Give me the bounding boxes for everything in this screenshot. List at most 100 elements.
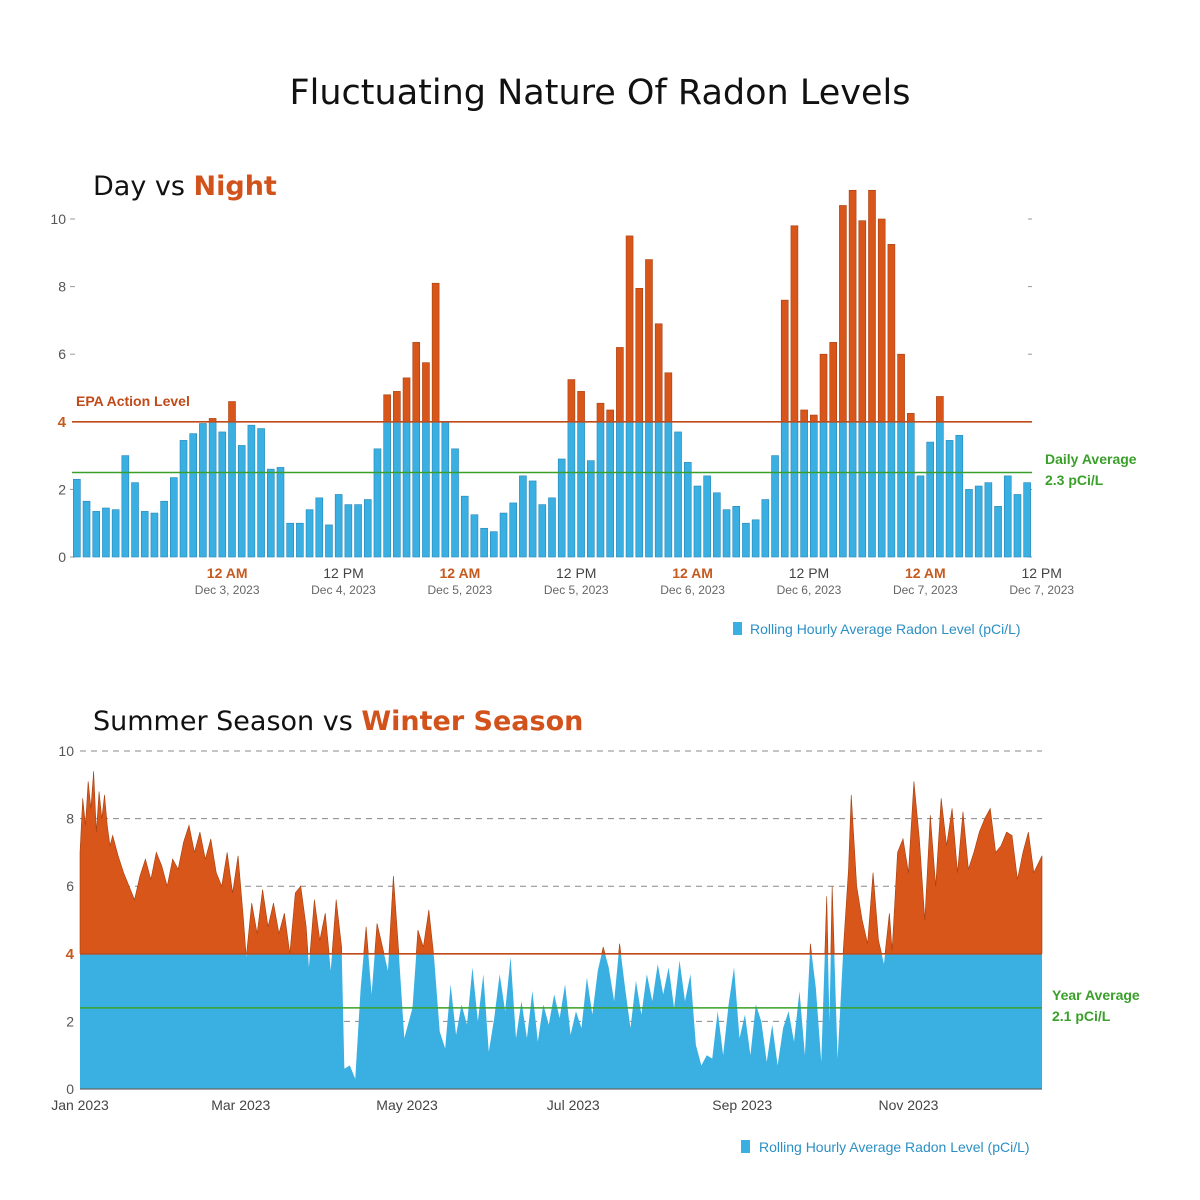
chart1-bar-above-action	[858, 220, 867, 423]
chart1-x-date-label: Dec 5, 2023	[544, 583, 609, 597]
chart1-bar	[383, 421, 391, 558]
chart1-y-tick-label: 10	[50, 211, 66, 227]
chart2-x-month-label: Nov 2023	[878, 1097, 938, 1113]
chart2-legend-text: Rolling Hourly Average Radon Level (pCi/…	[759, 1139, 1030, 1155]
chart2-x-month-label: Jan 2023	[51, 1097, 109, 1113]
chart1-bar	[363, 499, 372, 558]
chart2-reference-lines	[80, 952, 1042, 1009]
chart1-bar-above-action	[887, 244, 896, 423]
chart2-y-tick-label: 10	[58, 743, 74, 759]
chart1-bar-above-action	[402, 377, 411, 423]
chart1-bar	[237, 445, 246, 558]
chart1-bar	[974, 485, 983, 558]
chart1-y-tick-label: 4	[58, 414, 67, 431]
chart1-bar	[470, 514, 479, 558]
chart1-bar	[693, 485, 702, 558]
chart1-bar-above-action	[897, 353, 905, 423]
chart1-y-tick-label: 0	[58, 549, 66, 565]
chart2-x-axis: Jan 2023 Mar 2023 May 2023 Jul 2023 Sep 2023…	[51, 1097, 938, 1113]
chart1-bar	[780, 421, 789, 558]
chart1-bar	[266, 468, 275, 558]
chart1-x-date-label: Dec 7, 2023	[1009, 583, 1074, 597]
chart2-legend-swatch	[741, 1140, 750, 1153]
chart1-bar	[160, 500, 168, 558]
chart2-area-outline	[79, 771, 1043, 954]
chart1-y-axis: 0 2 4 6 8 10	[50, 211, 1032, 565]
chart1-bar-above-action	[810, 414, 818, 423]
chart1-bar	[82, 500, 91, 558]
chart2-average-label-line1: Year Average	[1052, 987, 1140, 1003]
chart1-bar	[761, 499, 770, 558]
chart1-bar-above-action	[790, 225, 799, 423]
chart1-x-date-label: Dec 4, 2023	[311, 583, 376, 597]
chart1-bar	[664, 421, 673, 558]
chart1-bar	[286, 522, 294, 558]
chart1-bar	[868, 421, 876, 558]
chart1-bar	[567, 421, 576, 558]
chart1-bar	[111, 509, 120, 558]
chart1-legend: Rolling Hourly Average Radon Level (pCi/…	[733, 621, 1021, 637]
chart1-bar	[790, 421, 799, 558]
chart1-x-date-label: Dec 6, 2023	[660, 583, 725, 597]
chart1-bars	[73, 189, 1031, 558]
chart1-bar	[713, 492, 721, 558]
chart1-bar	[703, 475, 711, 558]
chart1-bar	[519, 475, 527, 558]
chart1-bar-above-action	[936, 396, 944, 423]
chart1-bar	[325, 524, 333, 558]
chart1-bar	[625, 421, 634, 558]
chart1-x-time-label: 12 PM	[1021, 565, 1061, 581]
chart1-bar	[936, 421, 944, 558]
chart1-bar	[480, 527, 488, 558]
chart1-bar	[170, 477, 178, 558]
chart1-bar	[810, 421, 818, 558]
chart1-bar-above-action	[829, 342, 838, 423]
chart1-bar	[441, 421, 450, 558]
chart1-title: Day vs Night	[93, 171, 277, 202]
chart2-title-part1: Summer Season vs	[93, 706, 361, 737]
chart1-bar	[344, 504, 353, 558]
chart2-x-month-label: May 2023	[376, 1097, 438, 1113]
chart1-bar	[557, 458, 566, 558]
chart1-bar	[305, 509, 314, 558]
chart2-y-tick-label: 0	[66, 1081, 74, 1097]
chart1-bar	[373, 448, 382, 558]
chart1-bar-above-action	[664, 372, 673, 423]
chart1-bar	[674, 431, 682, 558]
chart2-x-month-label: Jul 2023	[547, 1097, 600, 1113]
chart1-bar	[771, 455, 779, 558]
chart1-bar-above-action	[431, 282, 440, 423]
chart1-y-tick-label: 2	[58, 481, 66, 497]
chart2-area-above-action	[80, 771, 1042, 954]
chart1-bar	[916, 475, 925, 558]
chart1-bar	[586, 460, 595, 558]
chart2-legend: Rolling Hourly Average Radon Level (pCi/…	[741, 1139, 1030, 1155]
chart1-bar	[451, 448, 459, 558]
day-night-chart: Day vs Night 0 2 4 6 8 10 EPA Action Level Da…	[50, 171, 1136, 637]
chart1-y-tick-label: 6	[58, 346, 66, 362]
chart1-bar	[121, 455, 130, 558]
chart1-bar	[208, 421, 217, 558]
chart1-bar	[140, 511, 149, 558]
chart1-bar	[858, 421, 867, 558]
chart1-action-level-label: EPA Action Level	[76, 393, 190, 409]
chart1-bar	[906, 421, 915, 558]
chart1-reference-lines	[72, 420, 1032, 474]
chart2-title-highlight: Winter Season	[361, 706, 583, 737]
chart1-bar-above-action	[383, 394, 391, 423]
chart2-area	[79, 771, 1043, 1090]
chart1-bar-above-action	[800, 409, 808, 423]
chart1-bar	[102, 507, 110, 558]
chart1-bar	[645, 421, 653, 558]
chart1-bar	[509, 502, 518, 558]
chart1-bar	[654, 421, 663, 558]
chart1-bar	[402, 421, 411, 558]
chart2-average-label-line2: 2.1 pCi/L	[1052, 1008, 1111, 1024]
chart1-bar-above-action	[606, 409, 614, 423]
chart1-bar	[945, 440, 954, 558]
chart2-x-month-label: Sep 2023	[712, 1097, 772, 1113]
chart1-bar	[800, 421, 808, 558]
chart1-bar	[276, 467, 285, 558]
chart1-bar	[296, 522, 304, 558]
